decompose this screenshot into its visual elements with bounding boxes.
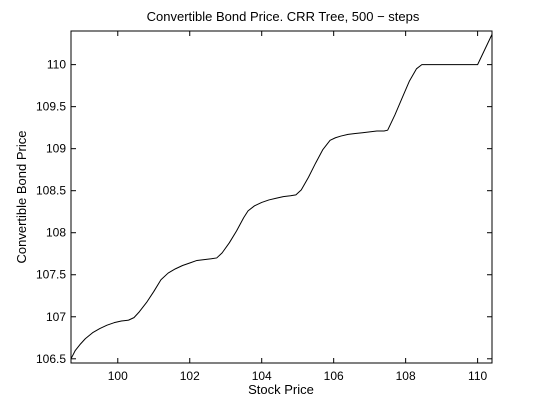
- y-tick-label: 109: [46, 142, 66, 156]
- x-tick-label: 102: [180, 369, 200, 383]
- y-axis-title: Convertible Bond Price: [14, 131, 29, 264]
- y-tick-label: 106.5: [36, 352, 66, 366]
- y-tick-label: 110: [47, 58, 66, 72]
- x-axis-ticks: [117, 31, 479, 363]
- x-tick-label: 110: [468, 369, 487, 383]
- x-tick-label: 106: [324, 369, 344, 383]
- x-tick-label: 104: [252, 369, 272, 383]
- plot-area: [70, 30, 493, 364]
- x-axis-title: Stock Price: [248, 382, 314, 397]
- y-tick-label: 107.5: [36, 268, 66, 282]
- x-tick-label: 100: [108, 369, 128, 383]
- x-tick-label: 108: [396, 369, 416, 383]
- y-tick-label: 108.5: [36, 184, 66, 198]
- series-layer: [70, 34, 493, 360]
- series-line-0: [70, 34, 493, 360]
- y-tick-label: 107: [46, 310, 66, 324]
- y-axis-ticks: [71, 64, 492, 360]
- chart-title: Convertible Bond Price. CRR Tree, 500 − …: [147, 9, 420, 24]
- x-axis-tick-labels: 100 102 104 106 108 110: [108, 369, 488, 383]
- y-axis-tick-labels: 106.5 107 107.5 108 108.5 109 109.5 110: [36, 58, 66, 366]
- y-tick-label: 108: [46, 226, 66, 240]
- y-tick-label: 109.5: [36, 100, 66, 114]
